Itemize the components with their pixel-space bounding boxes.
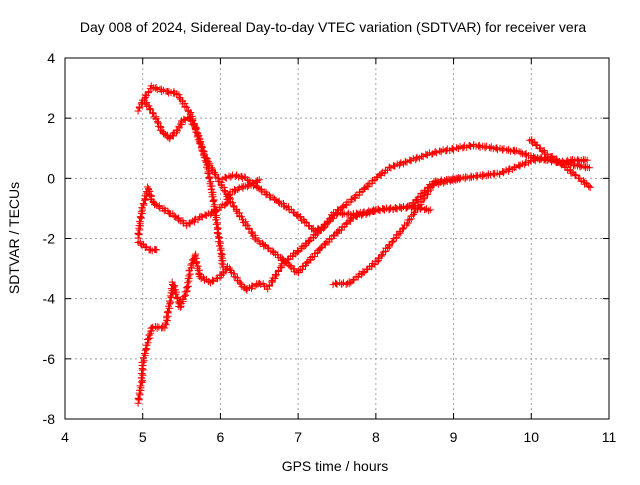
series-track-a	[134, 82, 594, 277]
x-tick-label: 5	[139, 429, 147, 445]
series-track-low	[134, 202, 434, 407]
x-tick-label: 4	[61, 429, 69, 445]
series-track-short	[134, 238, 161, 255]
x-tick-label: 7	[294, 429, 302, 445]
y-tick-label: -2	[43, 231, 56, 247]
y-tick-label: -4	[43, 291, 56, 307]
y-tick-label: 4	[47, 50, 55, 66]
x-tick-label: 11	[602, 429, 617, 445]
x-tick-label: 9	[450, 429, 458, 445]
x-axis-label: GPS time / hours	[282, 458, 389, 474]
chart-title: Day 008 of 2024, Sidereal Day-to-day VTE…	[80, 19, 586, 35]
x-tick-label: 6	[217, 429, 225, 445]
grid	[65, 58, 609, 419]
x-tick-label: 8	[372, 429, 380, 445]
series-layer	[134, 82, 594, 407]
y-tick-label: -6	[43, 351, 56, 367]
y-tick-label: -8	[43, 411, 56, 427]
y-tick-label: 0	[47, 170, 55, 186]
axis-ticks: 4 5 6 7 8 9 10 11 -8 -6 -4 -2 0 2 4	[43, 50, 617, 445]
series-track-d	[526, 136, 591, 167]
series-track-c	[329, 174, 464, 289]
y-axis-label: SDTVAR / TECUs	[6, 182, 22, 294]
series-track-loop	[141, 99, 227, 271]
series-track-mid	[134, 176, 263, 242]
y-tick-label: 2	[47, 110, 55, 126]
x-tick-label: 10	[523, 429, 539, 445]
